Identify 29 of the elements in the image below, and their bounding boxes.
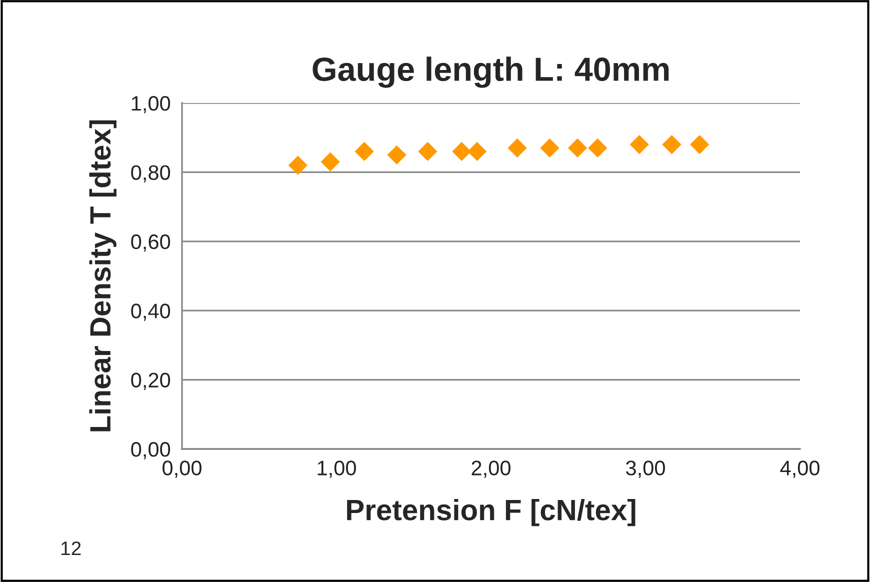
point: [568, 138, 588, 158]
point: [508, 138, 527, 158]
y-tick-label: 0,80: [131, 165, 170, 182]
point: [387, 145, 406, 164]
y-tick-label: 0,00: [131, 442, 170, 460]
x-axis-title: Pretension F [cN/tex]: [347, 498, 636, 526]
text: 12: [61, 541, 81, 556]
point: [468, 142, 487, 162]
x-tick-label: 4,00: [780, 460, 820, 478]
y-tick-label: 1,00: [132, 96, 170, 114]
point: [452, 142, 472, 162]
y-axis-title: Linear Density T [dtex]: [89, 120, 116, 432]
point: [662, 134, 682, 154]
x-tick-label: 2,00: [472, 460, 510, 478]
point: [540, 138, 560, 158]
x-tick-label: 3,00: [626, 460, 665, 478]
y-tick-label: 0,60: [131, 234, 170, 252]
point: [354, 142, 374, 162]
x-tick-label: 0,00: [162, 460, 202, 478]
y-tick-label: 0,20: [131, 372, 170, 390]
x-tick-label: 1,00: [318, 460, 356, 478]
point: [320, 152, 340, 172]
point: [418, 142, 438, 162]
point: [288, 156, 308, 175]
y-tick-label: 0,40: [131, 304, 170, 321]
point: [690, 134, 710, 154]
point: [630, 134, 649, 154]
chart-title: Gauge length L: 40mm: [312, 56, 669, 88]
point: [588, 138, 608, 158]
